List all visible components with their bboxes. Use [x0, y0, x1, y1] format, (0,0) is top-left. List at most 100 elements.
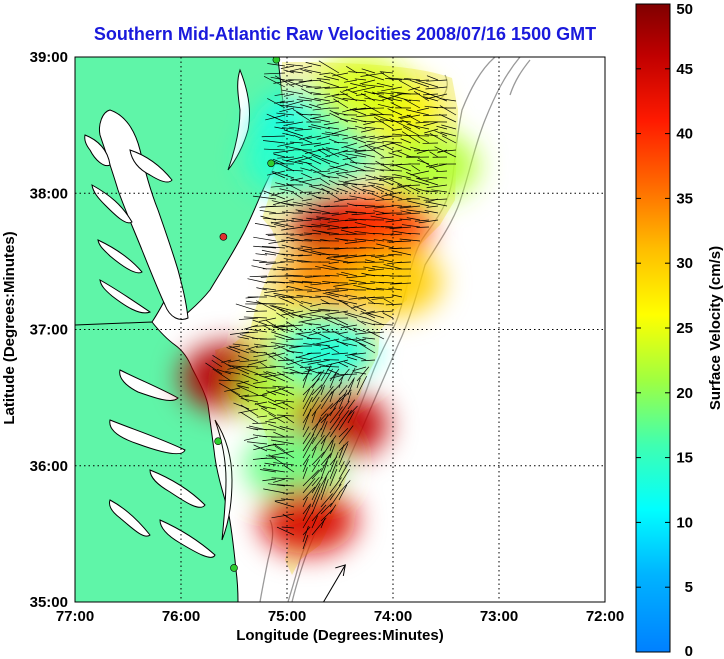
- velocity-vector: [390, 141, 412, 151]
- velocity-vector: [266, 113, 286, 123]
- velocity-vector: [301, 198, 313, 202]
- x-tick-label: 74:00: [374, 608, 412, 625]
- velocity-vector: [254, 373, 268, 376]
- velocity-vector: [311, 384, 323, 396]
- velocity-vector: [229, 331, 250, 335]
- velocity-vector: [376, 243, 394, 249]
- velocity-vector: [283, 129, 304, 137]
- velocity-vector: [320, 421, 328, 438]
- velocity-vector: [263, 148, 286, 151]
- velocity-vector: [331, 330, 349, 340]
- velocity-vector: [371, 91, 394, 102]
- velocity-vector: [277, 142, 295, 147]
- velocity-vector: [397, 150, 412, 158]
- velocity-vector: [290, 65, 313, 72]
- velocity-vector: [329, 423, 340, 438]
- velocity-vector: [341, 271, 358, 277]
- velocity-vector: [329, 440, 334, 452]
- velocity-vector: [274, 445, 295, 459]
- chart-title: Southern Mid-Atlantic Raw Velocities 200…: [94, 24, 596, 44]
- velocity-vector: [356, 366, 370, 382]
- velocity-vector: [363, 121, 376, 125]
- velocity-vector: [329, 371, 337, 389]
- velocity-vector: [247, 359, 268, 366]
- velocity-vector: [338, 427, 349, 438]
- velocity-vector: [417, 159, 430, 165]
- velocity-vector: [311, 369, 325, 389]
- velocity-vector: [427, 92, 448, 102]
- velocity-vector: [344, 240, 367, 244]
- velocity-vector: [379, 175, 403, 179]
- velocity-vector: [264, 462, 277, 466]
- velocity-vector: [300, 142, 322, 146]
- velocity-vector: [285, 63, 304, 67]
- velocity-vector: [388, 287, 403, 291]
- velocity-vector: [338, 480, 351, 494]
- velocity-vector: [354, 238, 376, 242]
- velocity-vector: [351, 212, 376, 216]
- velocity-vector: [338, 389, 348, 410]
- velocity-vector: [338, 400, 350, 417]
- velocity-vector: [382, 233, 394, 236]
- velocity-vector: [397, 261, 412, 263]
- velocity-vector: [378, 96, 403, 102]
- velocity-vector: [334, 247, 358, 249]
- velocity-vector: [381, 86, 403, 92]
- velocity-vector: [259, 209, 277, 214]
- velocity-vector: [287, 359, 304, 366]
- velocity-vector: [361, 359, 376, 362]
- velocity-vector: [307, 359, 331, 365]
- velocity-vector: [391, 282, 403, 284]
- velocity-vector: [298, 96, 322, 102]
- velocity-vector: [264, 253, 277, 256]
- velocity-vector: [320, 385, 325, 396]
- velocity-vector: [267, 483, 286, 487]
- velocity-vector: [240, 404, 259, 417]
- velocity-vector: [344, 313, 358, 319]
- x-axis-label: Longitude (Degrees:Minutes): [236, 627, 444, 644]
- speed-region-nc-eddy: [276, 315, 373, 384]
- velocity-vector: [317, 149, 331, 158]
- velocity-vector: [298, 160, 313, 165]
- y-tick-label: 37:00: [30, 322, 68, 339]
- velocity-vector: [361, 84, 385, 88]
- velocity-vector: [401, 224, 421, 228]
- velocity-vector: [271, 305, 295, 312]
- velocity-vector: [425, 163, 439, 168]
- velocity-vector: [282, 513, 295, 522]
- velocity-vector: [309, 103, 322, 109]
- velocity-vector: [329, 443, 336, 459]
- velocity-vector: [277, 307, 295, 319]
- velocity-vector: [270, 191, 286, 197]
- velocity-vector: [269, 212, 286, 215]
- velocity-vector: [385, 303, 403, 306]
- velocity-vector: [280, 308, 304, 319]
- velocity-vector: [317, 230, 340, 235]
- velocity-vector: [321, 317, 340, 326]
- colorbar-tick-label: 30: [676, 255, 693, 272]
- velocity-vector: [365, 73, 385, 81]
- velocity-vector: [277, 387, 295, 396]
- velocity-vector: [256, 345, 277, 348]
- velocity-vector: [273, 478, 286, 483]
- velocity-vector: [338, 198, 358, 201]
- velocity-vector: [348, 279, 367, 284]
- velocity-vector: [350, 83, 367, 88]
- velocity-vector: [329, 112, 349, 123]
- velocity-vector: [302, 396, 313, 417]
- velocity-vector: [426, 75, 439, 81]
- velocity-vector: [416, 226, 430, 228]
- velocity-vector: [440, 131, 457, 137]
- speed-region-hatteras-jet: [260, 486, 357, 555]
- velocity-vector: [441, 124, 457, 130]
- velocity-vector: [383, 264, 403, 270]
- velocity-vector: [336, 170, 358, 174]
- velocity-vector: [235, 303, 259, 312]
- velocity-vector: [262, 140, 286, 144]
- velocity-vector: [274, 399, 295, 403]
- velocity-vector: [363, 296, 376, 305]
- velocity-vector: [279, 426, 295, 431]
- velocity-vector: [297, 210, 322, 214]
- velocity-vector: [233, 402, 250, 410]
- velocity-vector: [275, 121, 295, 124]
